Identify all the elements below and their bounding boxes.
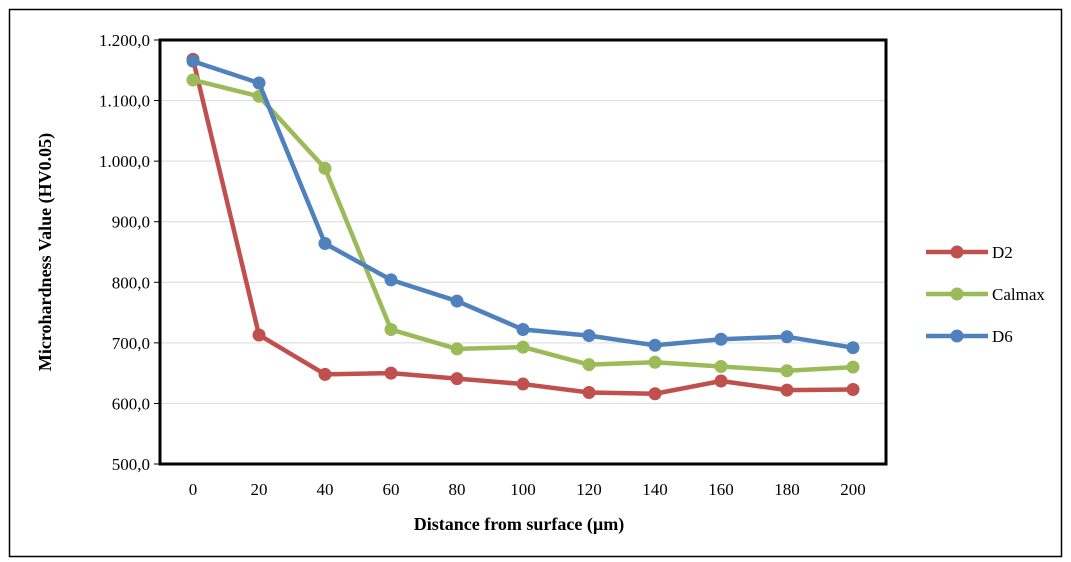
y-axis-ticks: 500,0 600,0 700,0 800,0 900,0 1.000,0 1.100,0 1…	[99, 31, 160, 474]
data-point-d6	[582, 329, 596, 343]
data-point-d6	[252, 76, 266, 90]
data-point-d2	[846, 382, 860, 396]
x-tick-label: 40	[317, 480, 334, 499]
data-point-d2	[384, 366, 398, 380]
x-tick-label: 100	[510, 480, 536, 499]
y-tick-label: 900,0	[112, 213, 150, 232]
x-tick-label: 180	[774, 480, 800, 499]
y-tick-label: 1.000,0	[99, 152, 150, 171]
data-point-d6	[384, 273, 398, 287]
data-point-d6	[450, 294, 464, 308]
data-point-d6	[714, 332, 728, 346]
y-axis-title: Microhardness Value (HV0.05)	[35, 133, 56, 371]
data-point-d6	[648, 338, 662, 352]
data-point-d2	[714, 374, 728, 388]
y-tick-label: 600,0	[112, 394, 150, 413]
y-tick-label: 1.200,0	[99, 31, 150, 50]
data-series	[186, 52, 860, 401]
outer-border	[8, 8, 1063, 558]
data-point-calmax	[516, 340, 530, 354]
data-point-calmax	[582, 358, 596, 372]
data-point-d2	[318, 367, 332, 381]
gridlines	[160, 100, 886, 404]
data-point-d2	[516, 377, 530, 391]
x-tick-label: 20	[251, 480, 268, 499]
legend-marker-d2	[950, 245, 964, 259]
x-axis-ticks: 0 20 40 60 80 100 120 140 160 180 200	[189, 480, 866, 499]
data-point-calmax	[648, 355, 662, 369]
data-point-d2	[450, 372, 464, 386]
data-point-d2	[582, 386, 596, 400]
data-point-calmax	[186, 73, 200, 87]
x-tick-label: 200	[840, 480, 866, 499]
legend-marker-calmax	[950, 287, 964, 301]
x-tick-label: 60	[383, 480, 400, 499]
y-tick-label: 700,0	[112, 334, 150, 353]
x-tick-label: 0	[189, 480, 198, 499]
data-point-calmax	[846, 360, 860, 374]
data-point-calmax	[450, 342, 464, 356]
legend-marker-d6	[950, 329, 964, 343]
x-tick-label: 140	[642, 480, 668, 499]
x-tick-label: 160	[708, 480, 734, 499]
y-tick-label: 500,0	[112, 455, 150, 474]
data-point-calmax	[714, 359, 728, 373]
x-axis-title: Distance from surface (µm)	[414, 514, 624, 535]
data-point-calmax	[780, 364, 794, 378]
data-point-calmax	[318, 161, 332, 175]
data-point-calmax	[384, 323, 398, 337]
legend-label-calmax: Calmax	[992, 285, 1045, 304]
data-point-d6	[318, 237, 332, 251]
legend: D2 Calmax D6	[926, 243, 1045, 346]
data-point-d2	[780, 383, 794, 397]
data-point-d2	[252, 328, 266, 342]
x-tick-label: 80	[449, 480, 466, 499]
x-tick-label: 120	[576, 480, 602, 499]
data-point-d2	[648, 387, 662, 401]
data-point-d6	[780, 330, 794, 344]
data-point-d6	[516, 323, 530, 337]
legend-label-d6: D6	[992, 327, 1013, 346]
legend-label-d2: D2	[992, 243, 1013, 262]
data-point-d6	[846, 341, 860, 355]
y-tick-label: 1.100,0	[99, 92, 150, 111]
plot-area-border	[158, 38, 888, 466]
y-tick-label: 800,0	[112, 273, 150, 292]
data-point-d6	[186, 54, 200, 68]
